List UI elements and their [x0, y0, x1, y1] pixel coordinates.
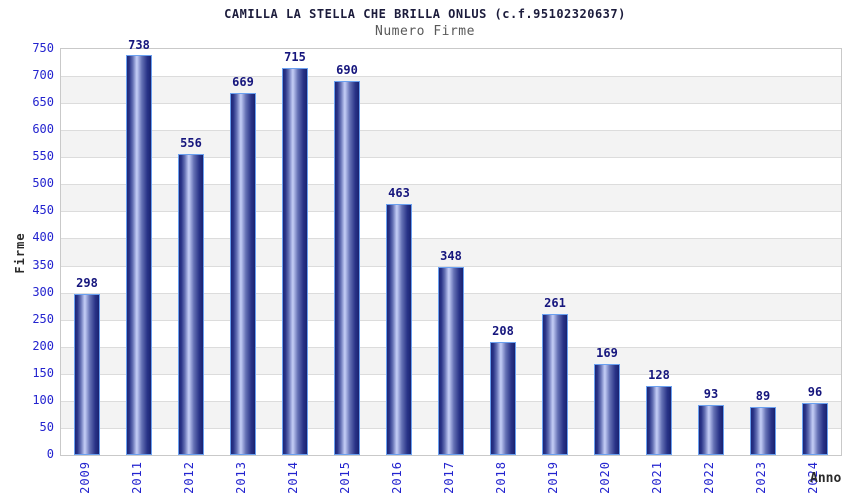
plot-band	[61, 130, 841, 158]
y-tick-650: 650	[32, 95, 54, 110]
bar-2012	[178, 154, 204, 455]
bar-value-label: 690	[336, 63, 358, 78]
x-tick-2020: 2020	[598, 461, 612, 494]
bar-value-label: 738	[128, 37, 150, 52]
x-tick-2022: 2022	[702, 461, 716, 494]
y-tick-200: 200	[32, 338, 54, 353]
x-tick-2017: 2017	[442, 461, 456, 494]
x-tick-2016: 2016	[390, 461, 404, 494]
plot-band	[61, 49, 841, 77]
gridline	[61, 76, 841, 78]
bar-2013	[230, 92, 256, 455]
y-tick-250: 250	[32, 311, 54, 326]
gridline	[61, 157, 841, 159]
bar-value-label: 715	[284, 49, 306, 64]
bar-value-label: 556	[180, 136, 202, 151]
y-tick-600: 600	[32, 122, 54, 137]
plot-area: 298 738 556 669 715 690 463 348 208 261 169 128 93 89…	[60, 38, 842, 456]
x-tick-2023: 2023	[754, 461, 768, 494]
x-tick-2012: 2012	[182, 461, 196, 494]
y-tick-700: 700	[32, 68, 54, 83]
bar-2022	[698, 404, 724, 455]
y-tick-400: 400	[32, 230, 54, 245]
chart-title: CAMILLA LA STELLA CHE BRILLA ONLUS (c.f.…	[224, 7, 626, 21]
bar-value-label: 89	[755, 388, 771, 403]
bar-value-label: 208	[492, 324, 514, 339]
chart-subtitle: Numero Firme	[375, 24, 475, 39]
y-tick-750: 750	[32, 41, 54, 55]
bar-value-label: 96	[807, 385, 823, 400]
bar-value-label: 669	[232, 74, 254, 89]
bar-value-label: 261	[544, 295, 566, 310]
bar-2019	[542, 313, 568, 455]
y-tick-100: 100	[32, 392, 54, 407]
bar-2021	[646, 385, 672, 455]
bar-2023	[750, 406, 776, 455]
y-tick-0: 0	[46, 447, 54, 461]
bar-2014	[282, 67, 308, 455]
bar-value-label: 93	[703, 386, 719, 401]
y-tick-50: 50	[39, 419, 54, 434]
bar-2018	[490, 342, 516, 455]
gridline	[61, 103, 841, 105]
x-tick-2018: 2018	[494, 461, 508, 494]
x-tick-2021: 2021	[650, 461, 664, 494]
bar-value-label: 348	[440, 248, 462, 263]
plot-band	[61, 103, 841, 131]
y-tick-350: 350	[32, 257, 54, 272]
y-tick-150: 150	[32, 365, 54, 380]
gridline	[61, 238, 841, 240]
gridline	[61, 184, 841, 186]
y-tick-550: 550	[32, 149, 54, 164]
x-tick-2013: 2013	[234, 461, 248, 494]
x-tick-2011: 2011	[130, 461, 144, 494]
bar-2024	[802, 403, 828, 455]
x-axis-title: Anno	[810, 471, 842, 486]
bar-value-label: 169	[596, 345, 618, 360]
bar-value-label: 128	[648, 367, 670, 382]
gridline	[61, 265, 841, 267]
y-tick-300: 300	[32, 284, 54, 299]
bar-value-label: 463	[388, 186, 410, 201]
bar-2017	[438, 266, 464, 455]
y-tick-450: 450	[32, 203, 54, 218]
x-tick-2019: 2019	[546, 461, 560, 494]
bar-2016	[386, 204, 412, 455]
bar-value-label: 298	[76, 275, 98, 290]
x-tick-2014: 2014	[286, 461, 300, 494]
bar-2009	[74, 293, 100, 455]
bar-2015	[334, 81, 360, 455]
y-tick-500: 500	[32, 176, 54, 191]
plot-band	[61, 76, 841, 104]
gridline	[61, 130, 841, 132]
gridline	[61, 211, 841, 213]
bar-2011	[126, 55, 152, 455]
x-tick-2015: 2015	[338, 461, 352, 494]
x-tick-2009: 2009	[78, 461, 92, 494]
bar-2020	[594, 363, 620, 455]
